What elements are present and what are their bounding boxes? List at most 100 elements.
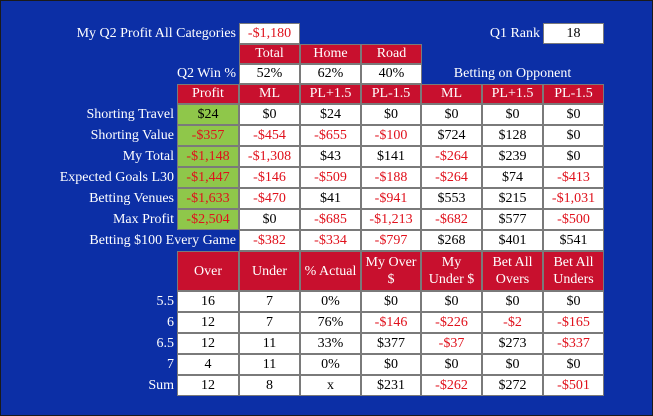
win-header-home[interactable]: Home	[300, 44, 361, 64]
ou-cell[interactable]: $0	[543, 354, 604, 375]
strategy-col-header[interactable]: PL+1.5	[300, 84, 361, 104]
ou-cell[interactable]: $0	[361, 354, 421, 375]
strategy-cell[interactable]: -$941	[361, 188, 421, 209]
ou-cell[interactable]: $0	[482, 354, 543, 375]
strategy-col-header[interactable]: Profit	[177, 84, 239, 104]
win-total-cell[interactable]: 52%	[239, 64, 300, 84]
ou-cell[interactable]: 7	[239, 291, 300, 312]
ou-col-header[interactable]: Over	[177, 251, 239, 291]
strategy-cell[interactable]: -$1,447	[177, 167, 239, 188]
ou-col-header[interactable]: % Actual	[300, 251, 361, 291]
ou-cell[interactable]: 4	[177, 354, 239, 375]
ou-cell[interactable]: 0%	[300, 291, 361, 312]
ou-cell[interactable]: $0	[543, 291, 604, 312]
strategy-cell[interactable]: -$146	[239, 167, 300, 188]
strategy-cell[interactable]: -$1,213	[361, 209, 421, 230]
strategy-cell[interactable]: -$264	[421, 167, 482, 188]
strategy-cell[interactable]: -$413	[543, 167, 604, 188]
strategy-cell[interactable]: -$357	[177, 125, 239, 146]
ou-cell[interactable]: $0	[482, 291, 543, 312]
ou-cell[interactable]: $0	[421, 291, 482, 312]
strategy-cell[interactable]: -$500	[543, 209, 604, 230]
strategy-cell[interactable]: $74	[482, 167, 543, 188]
strategy-cell[interactable]: $0	[421, 104, 482, 125]
ou-cell[interactable]: 7	[239, 312, 300, 333]
every-game-cell[interactable]: -$382	[239, 230, 300, 251]
ou-cell[interactable]: 12	[177, 333, 239, 354]
ou-cell[interactable]: $377	[361, 333, 421, 354]
strategy-cell[interactable]: $0	[482, 104, 543, 125]
strategy-cell[interactable]: $724	[421, 125, 482, 146]
ou-cell[interactable]: -$501	[543, 375, 604, 396]
every-game-cell[interactable]: $268	[421, 230, 482, 251]
strategy-cell[interactable]: $239	[482, 146, 543, 167]
strategy-cell[interactable]: -$454	[239, 125, 300, 146]
ou-cell[interactable]: 76%	[300, 312, 361, 333]
ou-cell[interactable]: 0%	[300, 354, 361, 375]
every-game-cell[interactable]: -$797	[361, 230, 421, 251]
win-home-cell[interactable]: 62%	[300, 64, 361, 84]
every-game-cell[interactable]: $401	[482, 230, 543, 251]
q2-profit-value-cell[interactable]: -$1,180	[239, 23, 300, 44]
strategy-cell[interactable]: $0	[239, 209, 300, 230]
ou-cell[interactable]: -$262	[421, 375, 482, 396]
ou-cell[interactable]: 11	[239, 333, 300, 354]
strategy-cell[interactable]: -$655	[300, 125, 361, 146]
ou-cell[interactable]: -$2	[482, 312, 543, 333]
ou-cell[interactable]: $0	[361, 291, 421, 312]
strategy-cell[interactable]: -$188	[361, 167, 421, 188]
ou-cell[interactable]: $272	[482, 375, 543, 396]
ou-cell[interactable]: -$37	[421, 333, 482, 354]
ou-cell[interactable]: $0	[421, 354, 482, 375]
strategy-cell[interactable]: -$1,148	[177, 146, 239, 167]
strategy-cell[interactable]: -$100	[361, 125, 421, 146]
ou-cell[interactable]: -$146	[361, 312, 421, 333]
every-game-cell[interactable]: -$334	[300, 230, 361, 251]
strategy-cell[interactable]: -$682	[421, 209, 482, 230]
strategy-cell[interactable]: $0	[239, 104, 300, 125]
strategy-cell[interactable]: $0	[543, 125, 604, 146]
ou-cell[interactable]: -$337	[543, 333, 604, 354]
strategy-col-header[interactable]: ML	[239, 84, 300, 104]
strategy-col-header[interactable]: PL-1.5	[361, 84, 421, 104]
strategy-cell[interactable]: -$1,308	[239, 146, 300, 167]
ou-cell[interactable]: $231	[361, 375, 421, 396]
strategy-cell[interactable]: -$2,504	[177, 209, 239, 230]
strategy-cell[interactable]: $128	[482, 125, 543, 146]
strategy-cell[interactable]: $0	[543, 104, 604, 125]
strategy-cell[interactable]: -$470	[239, 188, 300, 209]
strategy-cell[interactable]: $553	[421, 188, 482, 209]
strategy-cell[interactable]: $0	[543, 146, 604, 167]
ou-cell[interactable]: x	[300, 375, 361, 396]
ou-cell[interactable]: -$165	[543, 312, 604, 333]
strategy-cell[interactable]: $41	[300, 188, 361, 209]
ou-cell[interactable]: 16	[177, 291, 239, 312]
strategy-cell[interactable]: $141	[361, 146, 421, 167]
ou-cell[interactable]: 8	[239, 375, 300, 396]
ou-cell[interactable]: -$226	[421, 312, 482, 333]
strategy-col-header[interactable]: ML	[421, 84, 482, 104]
ou-col-header[interactable]: Bet All Overs	[482, 251, 543, 291]
ou-cell[interactable]: 12	[177, 375, 239, 396]
ou-col-header[interactable]: Bet All Unders	[543, 251, 604, 291]
strategy-cell[interactable]: -$264	[421, 146, 482, 167]
strategy-cell[interactable]: $0	[361, 104, 421, 125]
win-header-total[interactable]: Total	[239, 44, 300, 64]
ou-cell[interactable]: 11	[239, 354, 300, 375]
strategy-cell[interactable]: -$1,633	[177, 188, 239, 209]
ou-cell[interactable]: $273	[482, 333, 543, 354]
ou-cell[interactable]: 33%	[300, 333, 361, 354]
every-game-cell[interactable]: $541	[543, 230, 604, 251]
strategy-cell[interactable]: -$1,031	[543, 188, 604, 209]
ou-col-header[interactable]: My Under $	[421, 251, 482, 291]
strategy-col-header[interactable]: PL+1.5	[482, 84, 543, 104]
strategy-cell[interactable]: -$509	[300, 167, 361, 188]
strategy-cell[interactable]: $43	[300, 146, 361, 167]
ou-cell[interactable]: 12	[177, 312, 239, 333]
strategy-cell[interactable]: $215	[482, 188, 543, 209]
q1-rank-value-cell[interactable]: 18	[543, 23, 604, 44]
strategy-col-header[interactable]: PL-1.5	[543, 84, 604, 104]
strategy-cell[interactable]: $24	[300, 104, 361, 125]
win-road-cell[interactable]: 40%	[361, 64, 422, 84]
ou-col-header[interactable]: My Over $	[361, 251, 421, 291]
